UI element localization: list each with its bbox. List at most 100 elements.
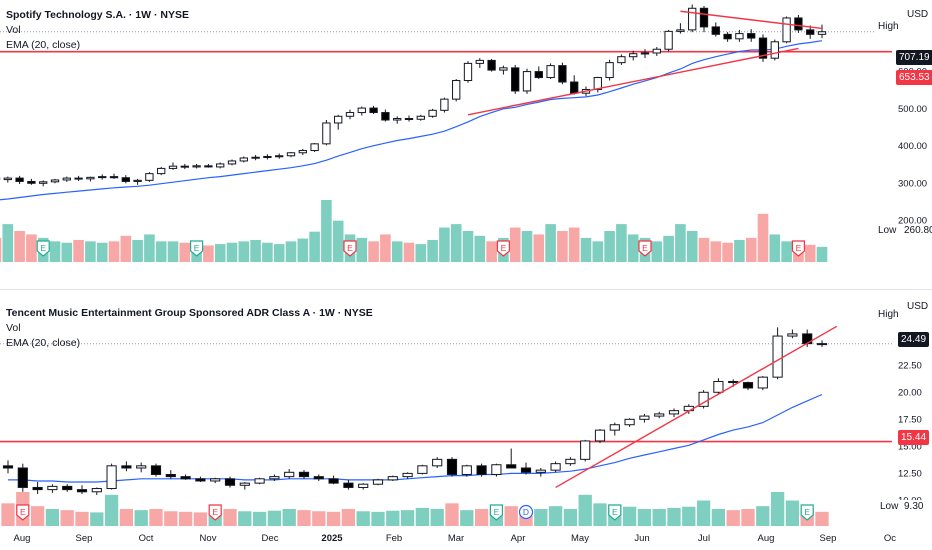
tencent-chart-pane[interactable]: EEEDEE25.0022.5020.0017.5015.0012.5010.0… <box>0 298 932 544</box>
x-tick-label: Sep <box>76 533 93 544</box>
volume-bar <box>285 241 297 262</box>
candlestick <box>605 59 614 81</box>
candle-body <box>372 479 384 485</box>
candlestick <box>432 457 443 468</box>
candlestick <box>747 29 756 42</box>
volume-bar <box>179 242 191 262</box>
y-tick-label: 200.00 <box>898 216 927 227</box>
volume-bar <box>741 509 755 526</box>
x-tick-label: Jun <box>634 533 649 544</box>
candle-body <box>204 165 213 168</box>
candle-body <box>239 482 250 486</box>
volume-bar <box>371 511 385 526</box>
volume-bar <box>238 241 250 262</box>
y-tick-label: 15.00 <box>898 441 922 452</box>
x-tick-label: Aug <box>758 533 775 544</box>
candlestick <box>640 49 650 59</box>
volume-bar <box>580 237 592 262</box>
candle-body <box>121 177 130 182</box>
volume-bar <box>132 239 143 262</box>
earnings-badge-shape <box>208 504 222 521</box>
candlestick <box>416 114 425 121</box>
candle-body <box>313 476 324 480</box>
candle-body <box>310 143 319 152</box>
candlestick <box>770 39 779 61</box>
candle-body <box>654 413 665 417</box>
volume-bar <box>273 244 285 262</box>
volume-bar <box>108 241 120 262</box>
candle-body <box>334 115 343 124</box>
candlestick <box>676 23 685 34</box>
candle-body <box>594 429 606 442</box>
volume-bar <box>1 503 15 526</box>
candle-body <box>165 473 176 478</box>
volume-bar <box>568 227 580 262</box>
candle-body <box>520 467 532 473</box>
candlestick <box>372 478 384 486</box>
volume-bar <box>356 511 370 526</box>
candle-body <box>254 478 265 484</box>
candlestick <box>136 462 147 473</box>
earnings-badge-shape <box>36 240 50 257</box>
candle-body <box>640 52 650 55</box>
earnings-badge: E <box>36 240 50 257</box>
candle-body <box>652 48 661 54</box>
volume-bar <box>356 237 368 262</box>
candlestick <box>15 175 24 185</box>
candlestick <box>787 329 798 339</box>
volume-bar <box>267 510 282 526</box>
candlestick <box>313 474 324 481</box>
volume-bar <box>90 512 104 526</box>
candlestick <box>180 474 191 480</box>
volume-bar <box>548 506 563 526</box>
volume-bar <box>770 492 785 526</box>
candle-body <box>136 465 147 469</box>
ema-line <box>0 40 823 201</box>
earnings-badge: E <box>16 504 30 521</box>
volume-bar <box>368 241 379 262</box>
candlestick <box>723 32 732 42</box>
candle-body <box>150 465 162 475</box>
candlestick <box>275 153 284 159</box>
earnings-badge-letter: E <box>212 507 218 517</box>
tencent-chart-canvas[interactable]: EEEDEE25.0022.5020.0017.5015.0012.5010.0… <box>0 298 932 550</box>
pane-divider[interactable] <box>0 289 932 290</box>
volume-bar <box>427 239 438 262</box>
candlestick <box>298 470 310 479</box>
candle-body <box>617 56 626 64</box>
candlestick <box>475 58 484 68</box>
earnings-badge-shape <box>638 240 652 257</box>
candle-body <box>432 458 443 467</box>
spotify-currency-label[interactable]: USD <box>903 8 932 21</box>
candlestick <box>817 24 827 39</box>
volume-bar <box>226 242 238 262</box>
y-tick-label: 500.00 <box>898 104 927 115</box>
tencent-currency-label[interactable]: USD <box>903 300 932 313</box>
candle-body <box>534 71 543 79</box>
volume-bar <box>722 242 733 262</box>
candlestick <box>310 143 319 153</box>
volume-bar <box>756 506 770 526</box>
earnings-badge: E <box>496 240 510 257</box>
volume-bar <box>698 237 710 262</box>
volume-bar <box>164 511 178 526</box>
volume-bar <box>120 235 132 262</box>
candle-body <box>747 33 756 39</box>
y-tick-label: 17.50 <box>898 414 922 425</box>
candlestick <box>758 34 768 62</box>
earnings-badge-letter: E <box>642 243 648 253</box>
candle-body <box>639 415 650 420</box>
volume-bar <box>726 510 740 526</box>
candlestick <box>664 29 673 52</box>
candle-body <box>782 17 791 43</box>
candle-body <box>570 81 579 94</box>
volume-bar <box>769 234 781 262</box>
candlestick <box>393 116 402 124</box>
tencent-high-badge: High <box>874 308 903 321</box>
candle-body <box>728 380 739 384</box>
spotify-chart-canvas[interactable]: EEEEEE600.00500.00400.00300.00200.00AprM… <box>0 0 932 272</box>
spotify-chart-pane[interactable]: EEEEEE600.00500.00400.00300.00200.00AprM… <box>0 0 932 272</box>
volume-bar <box>474 235 486 262</box>
candlestick <box>3 176 12 183</box>
candle-body <box>475 59 484 64</box>
